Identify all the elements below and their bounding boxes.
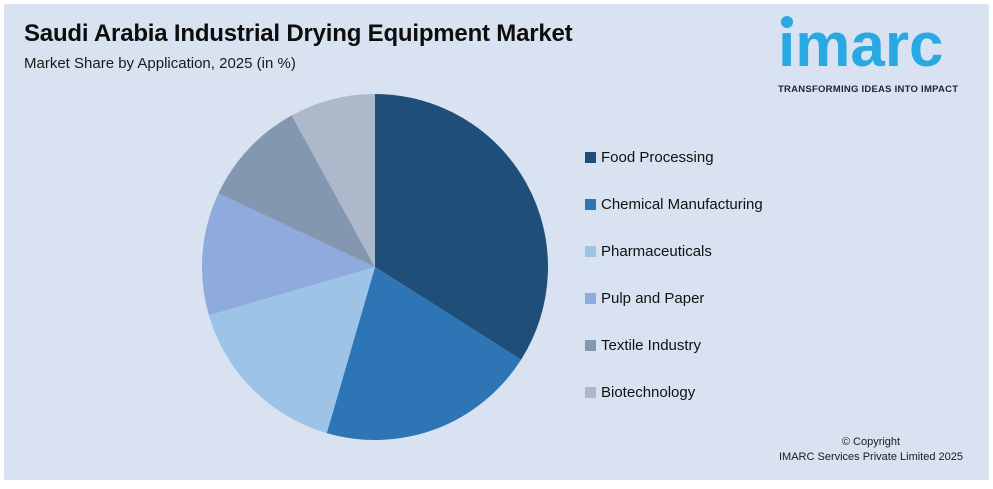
copyright-line-2: IMARC Services Private Limited 2025 bbox=[778, 451, 963, 463]
legend-item-chemical-manufacturing: Chemical Manufacturing bbox=[585, 195, 763, 213]
legend-marker bbox=[585, 151, 596, 163]
chart-subtitle: Market Share by Application, 2025 (in %) bbox=[24, 55, 296, 72]
legend-marker bbox=[585, 198, 596, 210]
legend-label: Food Processing bbox=[601, 148, 714, 166]
logo-mark: ımarc bbox=[778, 8, 974, 80]
legend-marker bbox=[585, 245, 596, 257]
logo-wordmark: ımarc bbox=[778, 11, 944, 80]
legend-item-biotechnology: Biotechnology bbox=[585, 383, 763, 401]
legend-item-food-processing: Food Processing bbox=[585, 148, 763, 166]
pie-slice-pulp-and-paper bbox=[201, 193, 375, 316]
pie-slice-biotechnology bbox=[291, 94, 375, 267]
legend-marker bbox=[585, 292, 596, 304]
legend-label: Textile Industry bbox=[601, 336, 702, 354]
chart-header: Saudi Arabia Industrial Drying Equipment… bbox=[24, 20, 573, 72]
legend-label: Pharmaceuticals bbox=[601, 242, 712, 260]
pie-slice-textile-industry bbox=[218, 115, 375, 268]
copyright-line-1: © Copyright bbox=[841, 436, 901, 448]
legend-label: Chemical Manufacturing bbox=[601, 195, 763, 213]
chart-panel: Saudi Arabia Industrial Drying Equipment… bbox=[4, 4, 989, 480]
pie-slice-food-processing bbox=[375, 94, 549, 360]
logo-tagline: TRANSFORMING IDEAS INTO IMPACT bbox=[778, 84, 959, 95]
logo-dot-icon bbox=[781, 16, 793, 28]
chart-title: Saudi Arabia Industrial Drying Equipment… bbox=[24, 20, 573, 47]
pie-slice-chemical-manufacturing bbox=[326, 267, 522, 441]
legend-label: Biotechnology bbox=[601, 383, 696, 401]
legend-marker bbox=[585, 386, 596, 398]
legend: Food Processing Chemical Manufacturing Pha… bbox=[585, 148, 763, 401]
pie-slice-pharmaceuticals bbox=[208, 267, 375, 434]
copyright-notice: © Copyright IMARC Services Private Limit… bbox=[779, 435, 963, 465]
legend-item-pharmaceuticals: Pharmaceuticals bbox=[585, 242, 763, 260]
imarc-logo: ımarc TRANSFORMING IDEAS INTO IMPACT bbox=[778, 8, 974, 95]
legend-item-pulp-and-paper: Pulp and Paper bbox=[585, 289, 763, 307]
legend-label: Pulp and Paper bbox=[601, 289, 705, 307]
pie-chart bbox=[201, 94, 549, 441]
legend-item-textile-industry: Textile Industry bbox=[585, 336, 763, 354]
legend-marker bbox=[585, 339, 596, 351]
